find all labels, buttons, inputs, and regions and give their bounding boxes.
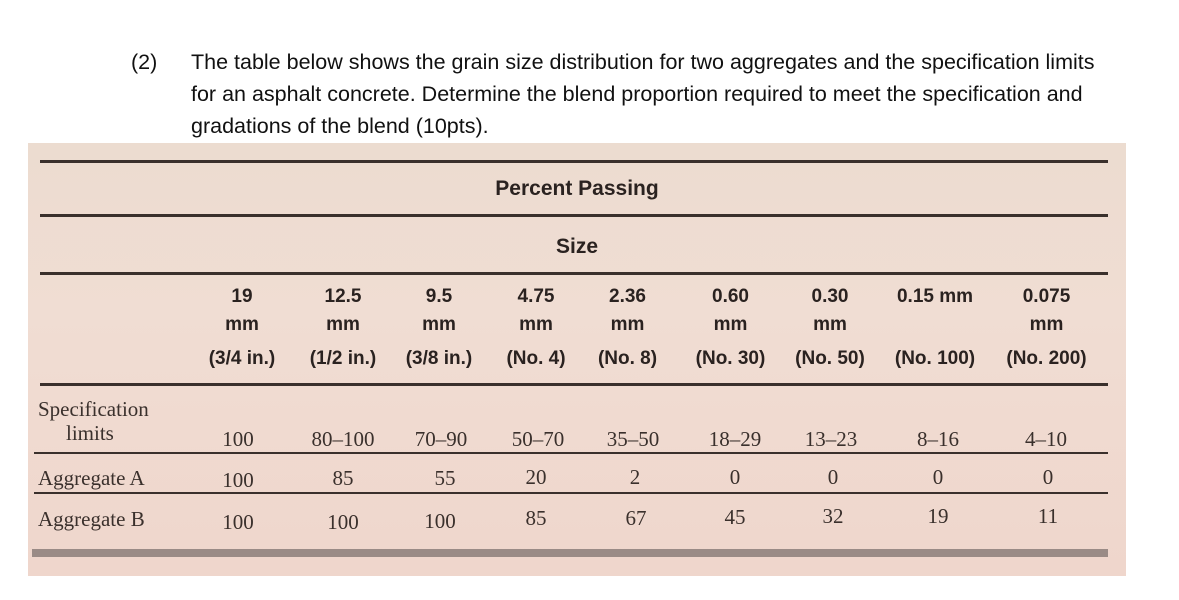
table-rule	[34, 452, 1108, 454]
column-header: 12.5 mm (1/2 in.)	[309, 286, 377, 369]
table-cell: 0	[729, 465, 741, 489]
row-label-aggregate-b: Aggregate B	[38, 507, 145, 531]
table-cell: 2	[629, 465, 641, 489]
question-number: (2)	[131, 50, 158, 74]
column-header: 19 mm (3/4 in.)	[208, 286, 276, 369]
table-cell: 32	[822, 504, 844, 528]
table-cell: 50–70	[511, 427, 565, 451]
table-rule	[40, 383, 1108, 386]
table-title: Percent Passing	[495, 177, 659, 200]
column-header: 0.30 mm (No. 50)	[795, 286, 865, 369]
table-cell: 35–50	[606, 427, 660, 451]
table-rule	[40, 214, 1108, 217]
table-rule	[34, 492, 1108, 494]
table-cell: 70–90	[414, 427, 468, 451]
table-rule-bottom	[32, 549, 1108, 557]
row-label-specification: Specification limits	[38, 397, 149, 445]
column-header: 4.75 mm (No. 4)	[506, 286, 566, 369]
gradation-table-photo: Percent Passing Size 19 mm (3/4 in.) 12.…	[28, 143, 1126, 576]
table-cell: 13–23	[804, 427, 858, 451]
table-cell: 100	[222, 468, 254, 492]
table-cell: 55	[434, 466, 456, 490]
table-cell: 18–29	[708, 427, 762, 451]
table-cell: 100	[222, 427, 254, 451]
table-cell: 0	[932, 465, 944, 489]
table-cell: 67	[625, 506, 647, 530]
row-label-aggregate-a: Aggregate A	[38, 466, 145, 490]
table-rule	[40, 272, 1108, 275]
column-header: 2.36 mm (No. 8)	[597, 286, 658, 369]
table-cell: 85	[332, 466, 354, 490]
table-cell: 20	[525, 465, 547, 489]
table-cell: 85	[525, 506, 547, 530]
table-cell: 11	[1037, 504, 1059, 528]
column-header: 0.60 mm (No. 30)	[695, 286, 766, 369]
column-header: 0.075 mm (No. 200)	[1006, 286, 1087, 369]
column-header: 0.15 mm (No. 100)	[894, 286, 976, 369]
table-cell: 100	[222, 510, 254, 534]
question: (2) The table below shows the grain size…	[131, 46, 1121, 142]
table-cell: 8–16	[917, 427, 959, 451]
table-cell: 0	[1042, 465, 1054, 489]
table-cell: 100	[327, 510, 359, 534]
table-cell: 4–10	[1025, 427, 1067, 451]
table-cell: 100	[424, 509, 456, 533]
table-cell: 45	[724, 505, 746, 529]
table-rule-top	[40, 160, 1108, 163]
table-cell: 0	[827, 465, 839, 489]
table-cell: 19	[927, 504, 949, 528]
table-subtitle: Size	[555, 235, 599, 258]
question-text: The table below shows the grain size dis…	[191, 50, 1095, 138]
table-cell: 80–100	[311, 427, 375, 451]
column-header: 9.5 mm (3/8 in.)	[405, 286, 473, 369]
